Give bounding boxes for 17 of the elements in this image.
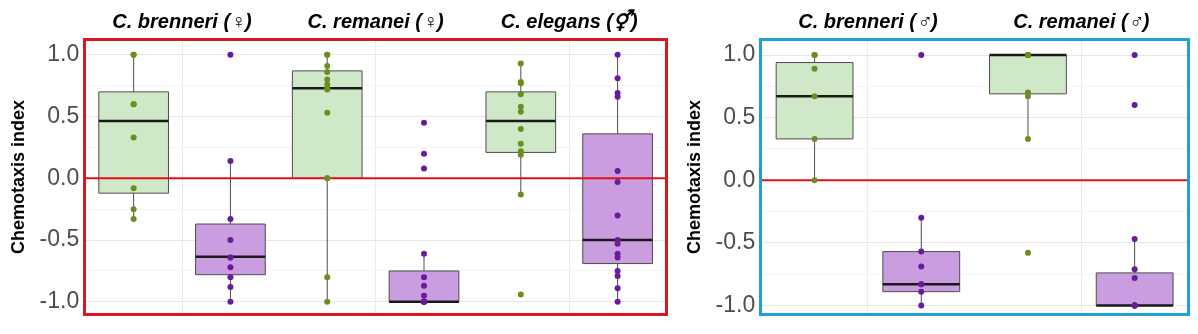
y-tick-label: -0.5 <box>715 228 756 255</box>
x-tick-label: C. brenneri (♂) <box>798 9 938 32</box>
x-tick-label: C. elegans (⚥) <box>500 8 638 32</box>
y-tick-label: -0.5 <box>39 225 80 252</box>
y-tick-label: 0.5 <box>723 102 756 129</box>
y-tick-label: -1.0 <box>39 287 80 314</box>
y-axis-title: Chemotaxis index <box>683 100 704 255</box>
y-tick-label: 1.0 <box>723 40 756 67</box>
y-axis-title: Chemotaxis index <box>7 100 28 255</box>
x-tick-label: C. remanei (♂) <box>1013 9 1150 32</box>
y-tick-label: 0.5 <box>47 101 80 128</box>
y-tick-label: -1.0 <box>715 290 756 317</box>
x-tick-label: C. brenneri (♀) <box>112 9 253 32</box>
x-tick-label: C. remanei (♀) <box>307 9 445 32</box>
y-tick-label: 0.0 <box>47 163 80 190</box>
y-tick-label: 0.0 <box>723 165 756 192</box>
y-tick-label: 1.0 <box>47 40 80 67</box>
